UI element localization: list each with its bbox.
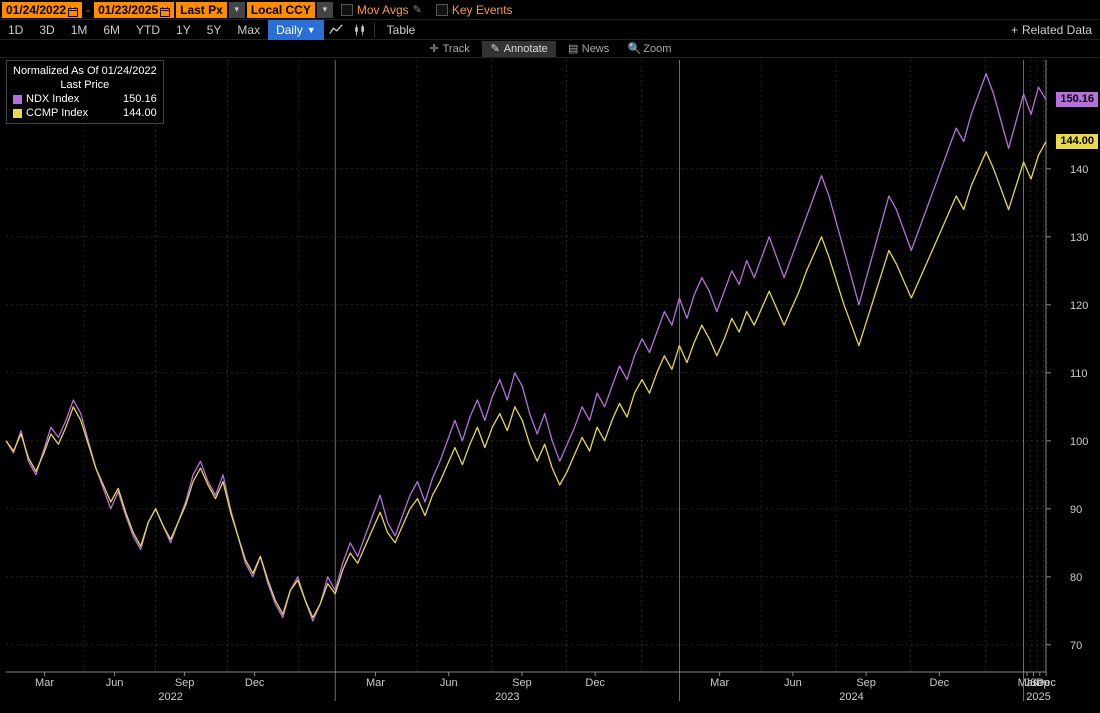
frequency-label: Daily xyxy=(276,20,303,40)
calendar-icon xyxy=(160,5,170,15)
svg-text:2023: 2023 xyxy=(495,691,519,703)
legend-subtitle: Last Price xyxy=(13,78,157,92)
svg-text:Mar: Mar xyxy=(710,677,729,689)
frequency-dropdown[interactable]: Daily ▼ xyxy=(268,20,324,40)
svg-text:Mar: Mar xyxy=(35,677,54,689)
related-data-label: Related Data xyxy=(1022,20,1092,40)
crosshair-icon: ✛ xyxy=(429,43,440,54)
zoom-tool[interactable]: 🔍 Zoom xyxy=(621,41,679,57)
svg-text:Jun: Jun xyxy=(784,677,802,689)
legend-row: NDX Index 150.16 xyxy=(13,92,157,106)
legend-swatch xyxy=(13,109,22,118)
price-field-label: Last Px xyxy=(180,2,223,18)
table-label: Table xyxy=(387,23,416,37)
line-chart-type-button[interactable] xyxy=(324,20,348,40)
legend-series-value: 150.16 xyxy=(113,92,157,106)
svg-text:110: 110 xyxy=(1070,368,1088,380)
svg-text:Sep: Sep xyxy=(512,677,532,689)
range-button-1d[interactable]: 1D xyxy=(0,20,31,40)
svg-text:Dec: Dec xyxy=(1036,677,1056,689)
top-toolbar-2: 1D3D1M6MYTD1Y5YMax Daily ▼ Table + Relat… xyxy=(0,20,1100,40)
news-tool[interactable]: ▤ News xyxy=(560,41,618,57)
svg-text:Dec: Dec xyxy=(245,677,265,689)
track-tool[interactable]: ✛ Track xyxy=(421,41,478,57)
range-button-6m[interactable]: 6M xyxy=(95,20,128,40)
range-button-max[interactable]: Max xyxy=(229,20,268,40)
annotate-tool[interactable]: ✎ Annotate xyxy=(482,41,556,57)
date-to-value: 01/23/2025 xyxy=(98,2,158,18)
price-field-dropdown[interactable]: Last Px xyxy=(176,2,227,18)
related-data-button[interactable]: + Related Data xyxy=(1003,20,1100,40)
top-toolbar-1: 01/24/2022 - 01/23/2025 Last Px ▾ Local … xyxy=(0,0,1100,20)
pencil-icon: ✎ xyxy=(413,3,422,16)
legend-series-name: NDX Index xyxy=(26,92,79,106)
pencil-icon: ✎ xyxy=(490,43,501,54)
news-icon: ▤ xyxy=(568,43,579,54)
legend-swatch xyxy=(13,95,22,104)
checkbox-icon xyxy=(341,4,353,16)
zoom-icon: 🔍 xyxy=(629,43,640,54)
chevron-down-icon: ▼ xyxy=(307,20,316,40)
checkbox-icon xyxy=(436,4,448,16)
range-button-1y[interactable]: 1Y xyxy=(168,20,199,40)
range-button-5y[interactable]: 5Y xyxy=(199,20,230,40)
legend-series-value: 144.00 xyxy=(113,106,157,120)
currency-label: Local CCY xyxy=(251,2,311,18)
range-button-ytd[interactable]: YTD xyxy=(128,20,168,40)
svg-text:2024: 2024 xyxy=(839,691,863,703)
key-events-label: Key Events xyxy=(452,3,513,17)
range-buttons-group: 1D3D1M6MYTD1Y5YMax xyxy=(0,20,268,40)
svg-text:70: 70 xyxy=(1070,640,1082,652)
chart-container: 70 80 90 100 110 120 130 140 Mar Jun Sep Dec Mar Jun S… xyxy=(0,58,1100,713)
y-axis-value-marker: 144.00 xyxy=(1056,134,1098,149)
svg-text:100: 100 xyxy=(1070,436,1088,448)
svg-text:Sep: Sep xyxy=(175,677,195,689)
mov-avgs-toggle[interactable]: Mov Avgs ✎ xyxy=(335,2,428,18)
chart-legend: Normalized As Of 01/24/2022 Last Price N… xyxy=(6,60,164,124)
dropdown-arrow-icon[interactable]: ▾ xyxy=(229,2,245,18)
svg-text:140: 140 xyxy=(1070,164,1088,176)
zoom-label: Zoom xyxy=(643,43,671,55)
svg-text:Sep: Sep xyxy=(856,677,876,689)
svg-text:130: 130 xyxy=(1070,232,1088,244)
svg-text:Dec: Dec xyxy=(930,677,950,689)
date-from-field[interactable]: 01/24/2022 xyxy=(2,2,82,18)
svg-text:Mar: Mar xyxy=(366,677,385,689)
track-label: Track xyxy=(443,43,470,55)
date-from-value: 01/24/2022 xyxy=(6,2,66,18)
range-button-3d[interactable]: 3D xyxy=(31,20,62,40)
legend-row: CCMP Index 144.00 xyxy=(13,106,157,120)
range-button-1m[interactable]: 1M xyxy=(63,20,96,40)
chart-tool-strip: ✛ Track ✎ Annotate ▤ News 🔍 Zoom xyxy=(0,40,1100,58)
svg-text:80: 80 xyxy=(1070,572,1082,584)
svg-text:Dec: Dec xyxy=(585,677,605,689)
annotate-label: Annotate xyxy=(504,43,548,55)
svg-text:Jun: Jun xyxy=(106,677,124,689)
y-axis-value-marker: 150.16 xyxy=(1056,92,1098,107)
news-label: News xyxy=(582,43,610,55)
divider xyxy=(374,23,375,37)
legend-title: Normalized As Of 01/24/2022 xyxy=(13,64,157,78)
date-range-separator: - xyxy=(84,3,92,17)
table-button[interactable]: Table xyxy=(377,20,426,40)
dropdown-arrow-icon[interactable]: ▾ xyxy=(317,2,333,18)
mov-avgs-label: Mov Avgs xyxy=(357,3,409,17)
key-events-toggle[interactable]: Key Events xyxy=(430,2,519,18)
candlestick-chart-type-button[interactable] xyxy=(348,20,372,40)
currency-dropdown[interactable]: Local CCY xyxy=(247,2,315,18)
plus-icon: + xyxy=(1011,20,1018,40)
svg-text:90: 90 xyxy=(1070,504,1082,516)
svg-text:120: 120 xyxy=(1070,300,1088,312)
calendar-icon xyxy=(68,5,78,15)
svg-text:2022: 2022 xyxy=(158,691,182,703)
svg-text:Jun: Jun xyxy=(440,677,458,689)
legend-series-name: CCMP Index xyxy=(26,106,88,120)
price-chart: 70 80 90 100 110 120 130 140 Mar Jun Sep Dec Mar Jun S… xyxy=(0,58,1100,713)
date-to-field[interactable]: 01/23/2025 xyxy=(94,2,174,18)
svg-text:2025: 2025 xyxy=(1026,691,1050,703)
